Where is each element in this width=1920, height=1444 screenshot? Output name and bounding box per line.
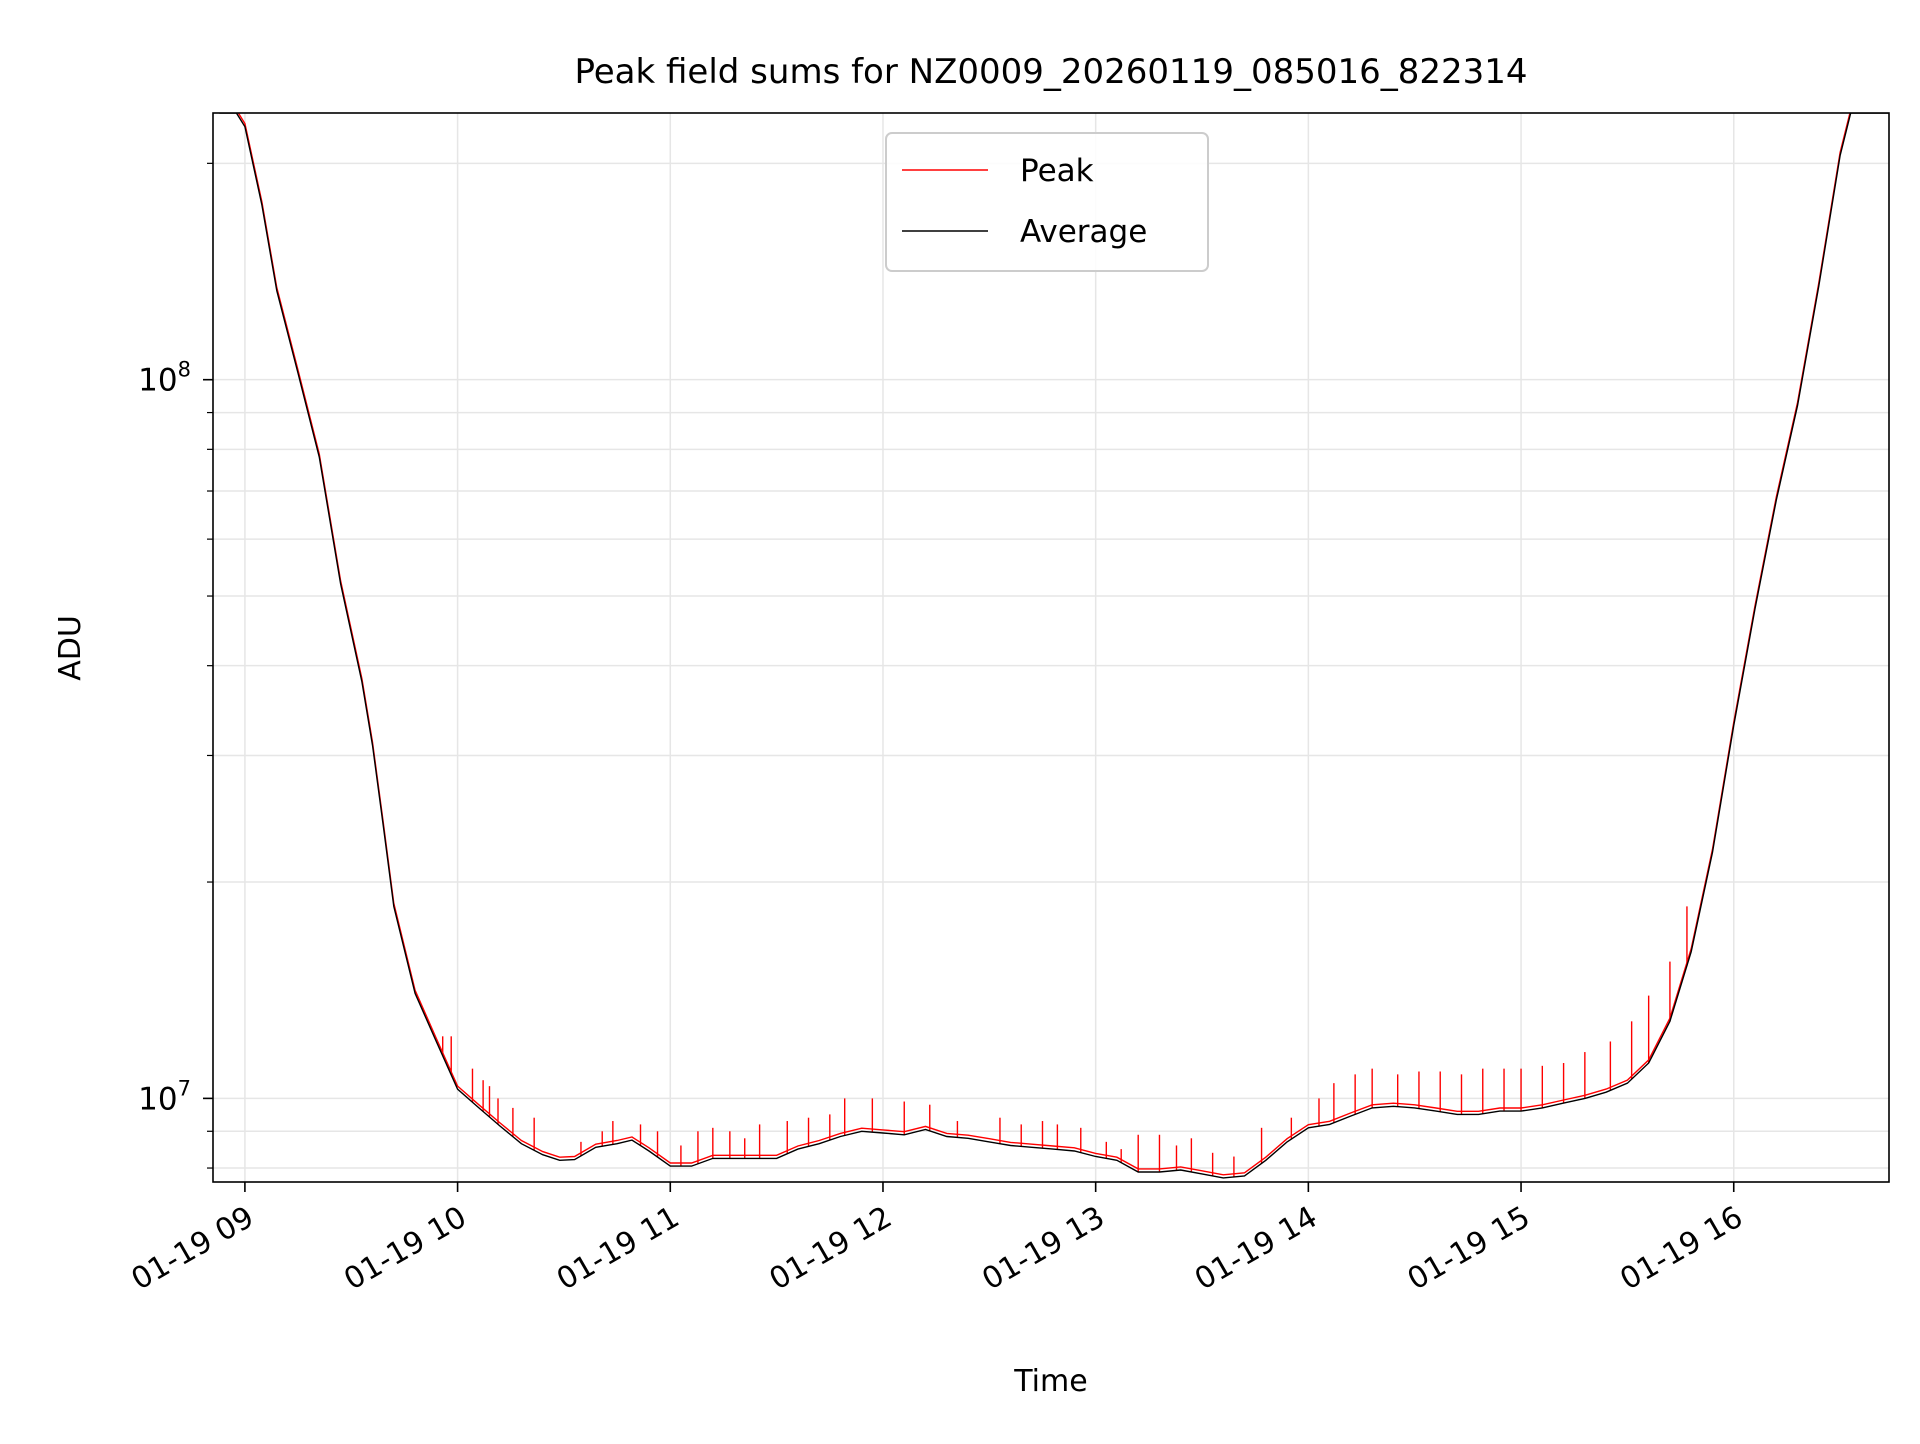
y-tick-base: 10 [138,1081,177,1117]
legend-peak-label: Peak [1020,153,1094,189]
y-tick-label: 108 [138,358,191,399]
legend: Peak Average [885,132,1209,272]
y-tick-exponent: 7 [178,1076,191,1100]
plot-frame [212,112,1890,1183]
x-axis-label: Time [1013,1364,1087,1399]
chart-title: Peak field sums for NZ0009_20260119_0850… [574,52,1527,92]
y-tick-base: 10 [138,363,177,399]
legend-box [885,132,1209,272]
legend-average-label: Average [1020,214,1147,250]
y-tick-label: 107 [138,1076,191,1117]
average-series-line [219,113,1889,1179]
grid-lines [213,113,1889,1182]
y-axis-label: ADU [53,615,88,681]
y-tick-exponent: 8 [178,358,191,382]
data-layer [219,113,1889,1179]
